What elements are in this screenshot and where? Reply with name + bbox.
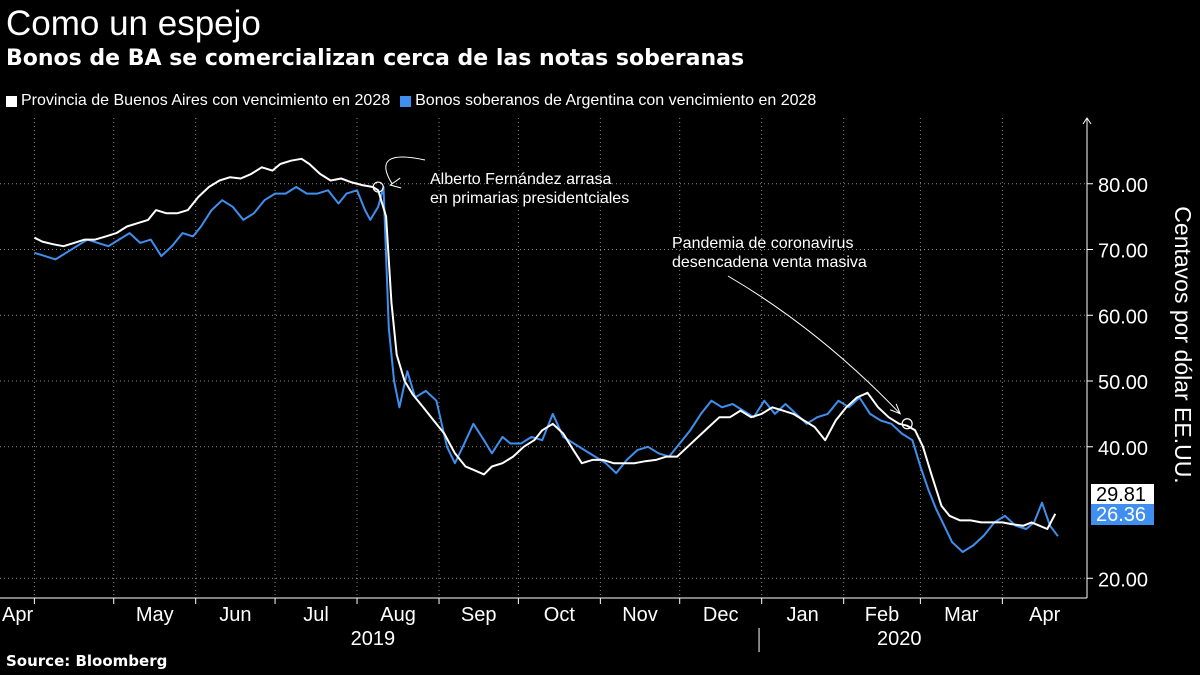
legend-label-argentina: Bonos soberanos de Argentina con vencimi…: [415, 92, 817, 109]
legend-item-buenos-aires: Provincia de Buenos Aires con vencimient…: [6, 92, 390, 110]
annotation-text: Pandemia de coronavirus: [672, 235, 853, 252]
annotation-text: desencadena venta masiva: [672, 254, 867, 271]
year-label: 2019: [351, 628, 396, 650]
chart-title: Como un espejo: [6, 4, 261, 43]
x-tick-label: Mar: [944, 604, 979, 626]
last-value-tag-buenos-aires: [1091, 484, 1154, 505]
y-tick-label: 40.00: [1098, 438, 1148, 460]
x-tick-label: Nov: [622, 604, 658, 626]
y-tick-label: 50.00: [1098, 372, 1148, 394]
annotations: Alberto Fernández arrasa en primarias pre…: [372, 156, 913, 430]
y-tick-label: 20.00: [1098, 569, 1148, 591]
annotation-arrow: [727, 275, 901, 415]
x-tick-label: Aug: [380, 604, 416, 626]
x-tick-label: Feb: [865, 604, 899, 626]
last-value-label-argentina: 26.36: [1096, 504, 1146, 526]
chart-subtitle: Bonos de BA se comercializan cerca de la…: [6, 46, 745, 71]
legend-item-argentina: Bonos soberanos de Argentina con vencimi…: [400, 92, 816, 110]
source-note: Source: Bloomberg: [6, 652, 168, 670]
x-tick-label: Jun: [219, 604, 251, 626]
x-tick-label: Oct: [544, 604, 576, 626]
annotation-text: Alberto Fernández arrasa: [430, 171, 612, 188]
last-value-label-buenos-aires: 29.81: [1096, 484, 1146, 506]
legend-swatch-blue: [400, 95, 412, 107]
x-tick-label: Jul: [303, 604, 329, 626]
y-tick-label: 80.00: [1098, 175, 1148, 197]
x-tick-label: Jan: [787, 604, 819, 626]
annotation-arrowhead: [889, 403, 902, 415]
year-label: 2020: [877, 628, 922, 650]
chart-legend: Provincia de Buenos Aires con vencimient…: [6, 89, 826, 113]
series-line-buenos-aires: [33, 157, 1057, 530]
annotation-marker: [901, 418, 913, 430]
x-tick-label: May: [136, 604, 174, 626]
y-tick-label: 70.00: [1098, 241, 1148, 263]
y-axis-label: Centavos por dólar EE.UU.: [1170, 206, 1196, 483]
y-tick-label: 60.00: [1098, 306, 1148, 328]
y-axis-arrow: [1082, 117, 1092, 125]
annotation-arrowhead: [389, 177, 402, 189]
annotation-marker: [372, 181, 384, 193]
x-tick-label: Sep: [461, 604, 497, 626]
axes: 20.00 40.00 50.00 60.00 70.00 80.00 Apr May Jun J…: [0, 117, 1154, 652]
x-tick-label: Apr: [1029, 604, 1060, 626]
legend-swatch-white: [6, 95, 17, 107]
annotation-arrow: [385, 156, 426, 185]
series-line-argentina: [34, 186, 1059, 553]
x-tick-label: Dec: [703, 604, 739, 626]
series-lines: [33, 157, 1059, 553]
legend-label-buenos-aires: Provincia de Buenos Aires con vencimient…: [21, 92, 391, 109]
last-value-tag-argentina: [1091, 504, 1154, 525]
annotation-text: en primarias presidentciales: [430, 190, 629, 207]
x-tick-label: Apr: [2, 604, 33, 626]
